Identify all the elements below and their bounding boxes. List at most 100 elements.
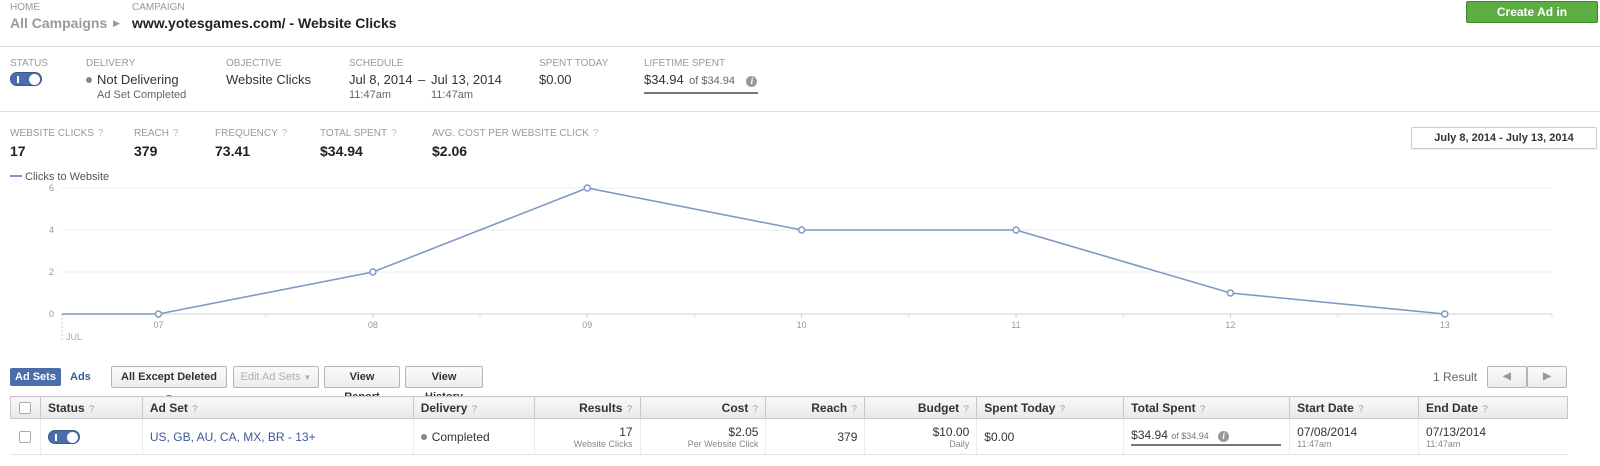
- edit-ad-sets-button[interactable]: Edit Ad Sets ▼: [233, 366, 319, 388]
- metric-value: 73.41: [215, 143, 251, 159]
- divider: [0, 46, 1600, 47]
- metric-value: 379: [134, 143, 158, 159]
- row-start-date: 07/08/2014: [1297, 424, 1358, 439]
- breadcrumb-arrow-icon: ▶: [113, 18, 120, 28]
- legend-swatch: [10, 175, 22, 177]
- metric-label: REACH: [134, 128, 170, 139]
- chevron-down-icon: ▼: [303, 373, 312, 382]
- row-results-sub: Website Clicks: [573, 438, 633, 449]
- row-cost: $2.05: [728, 424, 759, 439]
- help-icon[interactable]: ?: [851, 403, 858, 415]
- schedule-label: SCHEDULE: [349, 58, 404, 69]
- column-header-spent-today[interactable]: Spent Today?: [976, 396, 1125, 419]
- row-status-toggle[interactable]: [47, 429, 80, 444]
- legend-label: Clicks to Website: [25, 171, 110, 183]
- table-row[interactable]: US, GB, AU, CA, MX, BR - 13+ Completed 1…: [10, 418, 1568, 455]
- row-end-date-cell: 07/13/2014 11:47am: [1418, 418, 1568, 455]
- filter-label: All Except Deleted: [121, 371, 217, 383]
- column-header-start-date[interactable]: Start Date?: [1289, 396, 1420, 419]
- data-point: [1441, 310, 1449, 318]
- breadcrumb-home-label: HOME: [10, 2, 40, 13]
- info-icon[interactable]: i: [746, 76, 758, 87]
- help-icon[interactable]: ?: [391, 128, 397, 139]
- metric-value: $34.94: [320, 143, 363, 159]
- column-header-budget[interactable]: Budget?: [864, 396, 978, 419]
- prev-page-button[interactable]: ◀: [1487, 366, 1527, 388]
- row-budget-sub: Daily: [949, 438, 970, 449]
- help-icon[interactable]: ?: [963, 403, 970, 415]
- select-all-header: [10, 396, 41, 419]
- delivery-status-dot-icon: [86, 77, 92, 83]
- help-icon[interactable]: ?: [281, 128, 288, 139]
- breadcrumb-all-campaigns-link[interactable]: All Campaigns: [10, 15, 108, 31]
- column-header-status[interactable]: Status?: [39, 396, 143, 419]
- y-tick-label: 0: [49, 309, 54, 319]
- create-ad-button[interactable]: Create Ad in Campaign: [1466, 1, 1598, 39]
- ad-sets-table: Status? Ad Set? Delivery? Results? Cost?…: [10, 396, 1568, 455]
- row-budget: $10.00: [932, 424, 970, 439]
- row-checkbox[interactable]: [19, 431, 32, 444]
- help-icon[interactable]: ?: [626, 403, 633, 415]
- row-reach-cell: 379: [765, 418, 865, 455]
- help-icon[interactable]: ?: [1482, 403, 1489, 415]
- help-icon[interactable]: ?: [88, 403, 95, 415]
- metric-value: 17: [10, 143, 26, 159]
- lifetime-spent-label: LIFETIME SPENT: [644, 58, 726, 69]
- column-header-end-date[interactable]: End Date?: [1418, 396, 1568, 419]
- filter-dropdown[interactable]: All Except Deleted ▼: [111, 366, 227, 402]
- next-page-button[interactable]: ▶: [1527, 366, 1567, 388]
- ad-set-link[interactable]: US, GB, AU, CA, MX, BR - 13+: [149, 429, 316, 444]
- spent-today-label: SPENT TODAY: [539, 58, 609, 69]
- view-report-button[interactable]: View Report: [324, 366, 400, 403]
- help-icon[interactable]: ?: [1059, 403, 1066, 415]
- column-header-label: End Date: [1426, 400, 1479, 415]
- chevron-right-icon: ▶: [1543, 371, 1551, 382]
- column-header-label: Spent Today: [984, 400, 1056, 415]
- x-tick-label: 12: [1225, 320, 1235, 330]
- help-icon[interactable]: ?: [1199, 403, 1206, 415]
- help-icon[interactable]: ?: [471, 403, 478, 415]
- y-tick-label: 2: [49, 267, 54, 277]
- row-cost-cell: $2.05 Per Website Click: [639, 418, 766, 455]
- column-header-cost[interactable]: Cost?: [639, 396, 767, 419]
- info-icon[interactable]: i: [1218, 430, 1230, 442]
- schedule-dash: –: [418, 72, 426, 87]
- y-tick-label: 4: [49, 225, 54, 235]
- column-header-label: Ad Set: [149, 400, 188, 415]
- metric-value: $2.06: [432, 143, 468, 159]
- chart-legend: Clicks to Website: [10, 171, 109, 183]
- help-icon[interactable]: ?: [592, 128, 599, 139]
- row-reach: 379: [837, 429, 858, 444]
- delivery-sub: Ad Set Completed: [97, 89, 187, 101]
- x-tick-label: 11: [1011, 320, 1020, 330]
- column-header-reach[interactable]: Reach?: [765, 396, 866, 419]
- row-spent-today: $0.00: [984, 429, 1015, 444]
- help-icon[interactable]: ?: [191, 403, 199, 415]
- data-point: [154, 310, 163, 318]
- tab-ads[interactable]: Ads: [70, 371, 91, 383]
- status-label: STATUS: [10, 58, 48, 69]
- help-icon[interactable]: ?: [1357, 403, 1364, 415]
- page-title: www.yotesgames.com/ - Website Clicks: [132, 15, 397, 31]
- column-header-ad-set[interactable]: Ad Set?: [141, 396, 414, 419]
- help-icon[interactable]: ?: [97, 128, 104, 139]
- date-range-picker[interactable]: July 8, 2014 - July 13, 2014: [1411, 127, 1597, 149]
- x-tick-label: 10: [797, 320, 807, 330]
- help-icon[interactable]: ?: [173, 128, 179, 139]
- help-icon[interactable]: ?: [752, 403, 759, 415]
- objective-label: OBJECTIVE: [226, 58, 282, 69]
- chevron-left-icon: ◀: [1503, 371, 1511, 382]
- select-all-checkbox[interactable]: [19, 402, 32, 415]
- column-header-results[interactable]: Results?: [533, 396, 641, 419]
- row-ad-set-cell: US, GB, AU, CA, MX, BR - 13+: [141, 418, 414, 455]
- row-end-time: 11:47am: [1426, 438, 1461, 449]
- delivery-text: Not Delivering: [97, 72, 179, 87]
- column-header-delivery[interactable]: Delivery?: [412, 396, 535, 419]
- column-header-label: Results: [579, 400, 623, 415]
- status-toggle[interactable]: [10, 72, 42, 86]
- column-header-label: Total Spent: [1131, 400, 1196, 415]
- view-history-button[interactable]: View History: [405, 366, 483, 403]
- column-header-total-spent[interactable]: Total Spent?: [1123, 396, 1291, 419]
- tab-ad-sets[interactable]: Ad Sets: [10, 368, 61, 386]
- row-total-spent-value: $34.94: [1131, 427, 1168, 442]
